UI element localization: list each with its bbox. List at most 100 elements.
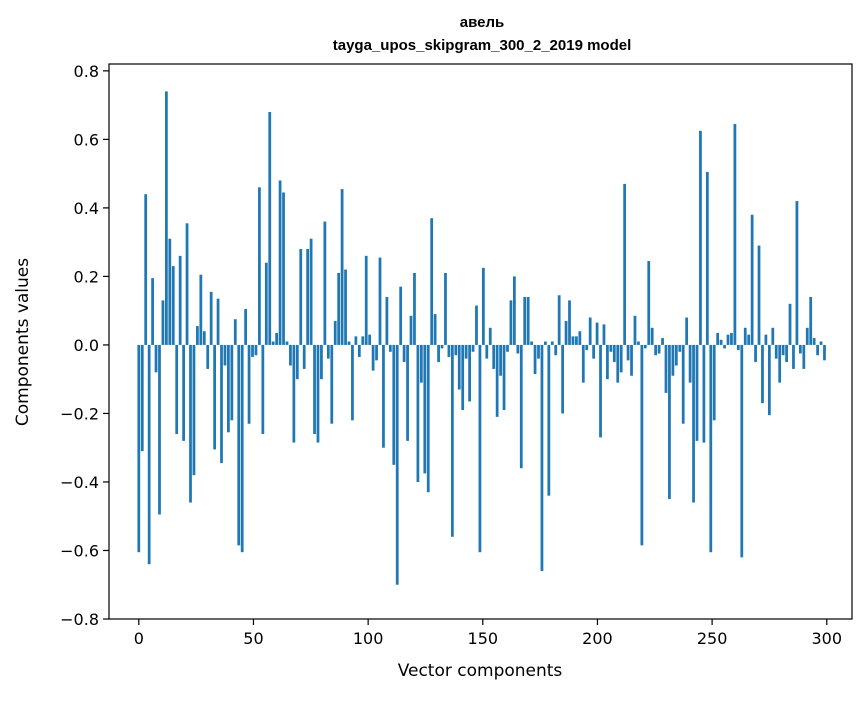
bar (757, 245, 761, 345)
bar (668, 344, 671, 500)
bar (337, 272, 341, 345)
bar (382, 344, 385, 448)
bar (323, 221, 327, 345)
bar (447, 344, 451, 357)
bar (316, 344, 320, 443)
bar (699, 130, 702, 345)
bar (568, 300, 571, 345)
bar (306, 249, 310, 345)
bar (743, 327, 747, 345)
bar (630, 344, 633, 376)
bar (137, 344, 141, 553)
bar (475, 305, 478, 345)
bar (147, 344, 151, 565)
bar (719, 339, 723, 345)
bar (361, 336, 365, 345)
y-tick-label: 0.2 (74, 267, 99, 286)
bar (247, 344, 251, 424)
y-tick-label: 0.6 (74, 130, 99, 149)
bar (326, 344, 330, 359)
bar (402, 344, 406, 363)
x-axis-label: Vector components (398, 661, 563, 681)
bar (723, 344, 726, 349)
bar (333, 320, 337, 345)
bar (209, 291, 213, 345)
bar (578, 331, 582, 345)
bar (213, 344, 216, 450)
bar (423, 344, 427, 474)
bar (399, 286, 403, 345)
bar (654, 344, 658, 356)
bar (805, 327, 809, 345)
bar (230, 344, 234, 421)
bar (371, 344, 375, 371)
bar (171, 266, 175, 345)
bar (747, 334, 751, 345)
bar (730, 332, 733, 345)
bar (206, 344, 210, 369)
bar (526, 296, 530, 345)
bars-group (137, 91, 826, 585)
bar (509, 300, 513, 345)
bar (278, 180, 282, 345)
bar (495, 344, 499, 417)
bar (261, 344, 265, 434)
bar (413, 272, 416, 345)
bar (178, 255, 182, 345)
y-tick-label: 0.8 (74, 62, 99, 81)
bar (650, 327, 654, 345)
bar (271, 341, 275, 345)
bar (344, 269, 347, 345)
bar (275, 332, 279, 345)
bar (705, 171, 709, 345)
bar (678, 344, 682, 352)
bar (251, 344, 254, 357)
bar (823, 344, 826, 361)
bar (313, 344, 316, 434)
bar (609, 344, 613, 352)
bar (599, 344, 602, 438)
bar (440, 344, 444, 349)
bar (309, 238, 313, 345)
bar (168, 238, 172, 345)
bar (302, 344, 306, 369)
bar (351, 344, 354, 421)
bar (161, 300, 165, 345)
bar (685, 317, 689, 345)
bar (544, 341, 547, 345)
bar (671, 344, 675, 376)
bar (688, 344, 692, 383)
bar (602, 324, 606, 345)
bar (419, 344, 423, 383)
bar (681, 344, 685, 424)
bar (268, 111, 272, 345)
x-tick-label: 300 (812, 629, 843, 648)
bar (437, 344, 440, 363)
bar (223, 344, 227, 366)
y-tick-label: −0.6 (60, 541, 99, 560)
bar (388, 344, 392, 352)
bar (289, 344, 292, 366)
bar (406, 344, 409, 441)
bar (506, 344, 509, 352)
bar (199, 274, 203, 345)
bar (657, 344, 661, 354)
bar (430, 218, 434, 345)
bar (516, 344, 520, 354)
bar (740, 344, 744, 558)
bar (258, 187, 261, 345)
y-tick-label: 0.4 (74, 199, 99, 218)
y-tick-label: 0.0 (74, 336, 99, 355)
y-axis-label: Components values (13, 258, 33, 426)
bar (643, 344, 647, 349)
bar (237, 344, 241, 546)
x-tick-label: 250 (697, 629, 728, 648)
bar (592, 344, 596, 359)
bar (385, 296, 389, 345)
bar (254, 344, 258, 356)
bar (557, 295, 561, 345)
y-axis-ticks: −0.8 −0.6 −0.4 −0.2 0.0 0.2 0.4 0.6 0.8 (60, 62, 109, 629)
bar (444, 272, 447, 345)
bar (754, 344, 757, 363)
